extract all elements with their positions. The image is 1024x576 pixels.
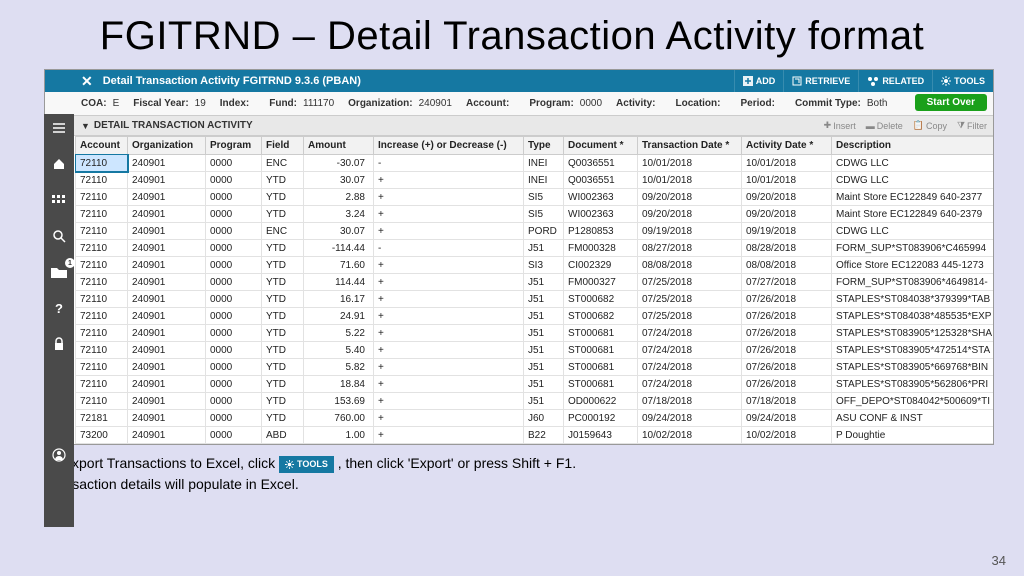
table-row[interactable]: 721102409010000YTD114.44+J51FM00032707/2… (76, 274, 994, 291)
section-title: DETAIL TRANSACTION ACTIVITY (94, 120, 253, 131)
table-row[interactable]: 721102409010000YTD16.17+J51ST00068207/25… (76, 291, 994, 308)
section-header: ▼ DETAIL TRANSACTION ACTIVITY ✚ Insert ▬… (45, 116, 993, 136)
period-label: Period: (740, 98, 774, 109)
fy-label: Fiscal Year: (133, 98, 188, 109)
table-row[interactable]: 721102409010000YTD71.60+SI3CI00232908/08… (76, 257, 994, 274)
column-header[interactable]: Field (262, 137, 304, 155)
column-header[interactable]: Account (76, 137, 128, 155)
column-header[interactable]: Description (832, 137, 994, 155)
close-icon[interactable]: ✕ (79, 73, 103, 90)
related-button[interactable]: RELATED (858, 70, 932, 92)
activity-label: Activity: (616, 98, 655, 109)
svg-text:?: ? (55, 301, 63, 315)
prog-value: 0000 (580, 98, 602, 109)
table-row[interactable]: 721102409010000YTD5.22+J51ST00068107/24/… (76, 325, 994, 342)
lock-icon[interactable] (49, 334, 69, 354)
fund-value: 111170 (303, 98, 334, 109)
table-row[interactable]: 721102409010000ENC-30.07-INEIQ003655110/… (76, 155, 994, 172)
delete-button[interactable]: ▬ Delete (866, 120, 903, 131)
table-row[interactable]: 721102409010000YTD2.88+SI5WI00236309/20/… (76, 189, 994, 206)
user-icon[interactable] (49, 445, 69, 465)
tools-button[interactable]: TOOLS (932, 70, 993, 92)
table-row[interactable]: 721102409010000YTD5.82+J51ST00068107/24/… (76, 359, 994, 376)
table-row[interactable]: 732002409010000ABD1.00+B22J015964310/02/… (76, 427, 994, 444)
start-over-button[interactable]: Start Over (915, 94, 987, 111)
filter-bar: COA:E Fiscal Year:19 Index: Fund:111170 … (45, 92, 993, 116)
coa-value: E (113, 98, 120, 109)
hamburger-icon[interactable] (49, 118, 69, 138)
home-icon[interactable] (49, 154, 69, 174)
transaction-table[interactable]: AccountOrganizationProgramFieldAmountInc… (75, 136, 993, 444)
column-header[interactable]: Activity Date * (742, 137, 832, 155)
location-label: Location: (675, 98, 720, 109)
insert-button[interactable]: ✚ Insert (824, 120, 856, 131)
acct-label: Account: (466, 98, 509, 109)
table-row[interactable]: 721102409010000YTD153.69+J51OD00062207/1… (76, 393, 994, 410)
column-header[interactable]: Document * (564, 137, 638, 155)
table-row[interactable]: 721102409010000YTD30.07+INEIQ003655110/0… (76, 172, 994, 189)
table-row[interactable]: 721102409010000YTD-114.44-J51FM00032808/… (76, 240, 994, 257)
table-row[interactable]: 721102409010000ENC30.07+PORDP128085309/1… (76, 223, 994, 240)
column-header[interactable]: Type (524, 137, 564, 155)
table-row[interactable]: 721102409010000YTD24.91+J51ST00068207/25… (76, 308, 994, 325)
org-value: 240901 (419, 98, 452, 109)
table-row[interactable]: 721102409010000YTD18.84+J51ST00068107/24… (76, 376, 994, 393)
commit-label: Commit Type: (795, 98, 861, 109)
filter-button[interactable]: ⧩ Filter (957, 120, 987, 131)
retrieve-button[interactable]: RETRIEVE (783, 70, 858, 92)
tools-chip: TOOLS (279, 456, 334, 474)
copy-button[interactable]: 📋 Copy (913, 120, 947, 131)
caption: To Export Transactions to Excel, click T… (44, 453, 980, 495)
app-window: ✕ Detail Transaction Activity FGITRND 9.… (44, 69, 994, 445)
grid-icon[interactable] (49, 190, 69, 210)
table-row[interactable]: 721102409010000YTD3.24+SI5WI00236309/20/… (76, 206, 994, 223)
table-row[interactable]: 721812409010000YTD760.00+J60PC00019209/2… (76, 410, 994, 427)
index-label: Index: (220, 98, 249, 109)
left-nav: 1 ? (44, 114, 74, 527)
slide-title: FGITRND – Detail Transaction Activity fo… (0, 0, 1024, 69)
column-header[interactable]: Increase (+) or Decrease (-) (374, 137, 524, 155)
prog-label: Program: (529, 98, 573, 109)
search-icon[interactable] (49, 226, 69, 246)
page-number: 34 (992, 553, 1006, 568)
column-header[interactable]: Program (206, 137, 262, 155)
coa-label: COA: (81, 98, 107, 109)
fund-label: Fund: (269, 98, 297, 109)
add-button[interactable]: ADD (734, 70, 784, 92)
commit-value: Both (867, 98, 888, 109)
help-icon[interactable]: ? (49, 298, 69, 318)
folder-icon[interactable]: 1 (49, 262, 69, 282)
column-header[interactable]: Amount (304, 137, 374, 155)
table-row[interactable]: 721102409010000YTD5.40+J51ST00068107/24/… (76, 342, 994, 359)
column-header[interactable]: Organization (128, 137, 206, 155)
titlebar: ✕ Detail Transaction Activity FGITRND 9.… (45, 70, 993, 92)
window-title: Detail Transaction Activity FGITRND 9.3.… (103, 75, 734, 87)
collapse-icon[interactable]: ▼ (81, 121, 90, 131)
fy-value: 19 (195, 98, 206, 109)
folder-badge: 1 (65, 258, 75, 268)
org-label: Organization: (348, 98, 412, 109)
column-header[interactable]: Transaction Date * (638, 137, 742, 155)
